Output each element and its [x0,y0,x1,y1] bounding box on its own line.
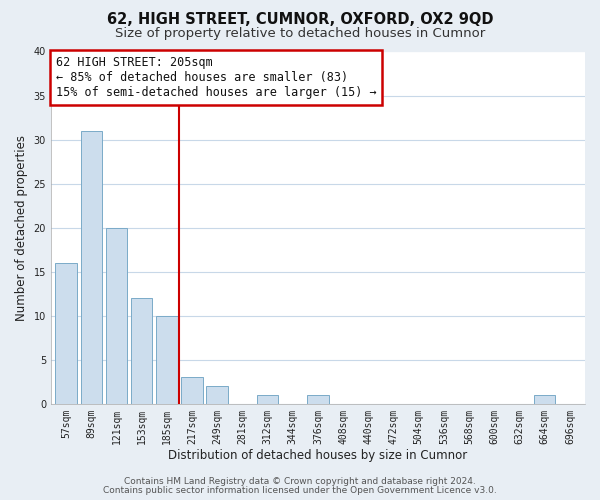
Bar [307,395,329,404]
Text: Contains public sector information licensed under the Open Government Licence v3: Contains public sector information licen… [103,486,497,495]
Bar [257,395,278,404]
Bar [55,263,77,404]
Text: Contains HM Land Registry data © Crown copyright and database right 2024.: Contains HM Land Registry data © Crown c… [124,477,476,486]
Text: 62, HIGH STREET, CUMNOR, OXFORD, OX2 9QD: 62, HIGH STREET, CUMNOR, OXFORD, OX2 9QD [107,12,493,28]
Bar [534,395,556,404]
Bar [206,386,228,404]
Y-axis label: Number of detached properties: Number of detached properties [15,134,28,320]
Text: Size of property relative to detached houses in Cumnor: Size of property relative to detached ho… [115,28,485,40]
Bar [131,298,152,404]
Bar [181,378,203,404]
X-axis label: Distribution of detached houses by size in Cumnor: Distribution of detached houses by size … [169,450,467,462]
Text: 62 HIGH STREET: 205sqm
← 85% of detached houses are smaller (83)
15% of semi-det: 62 HIGH STREET: 205sqm ← 85% of detached… [56,56,377,99]
Bar [80,131,102,404]
Bar [156,316,178,404]
Bar [106,228,127,404]
